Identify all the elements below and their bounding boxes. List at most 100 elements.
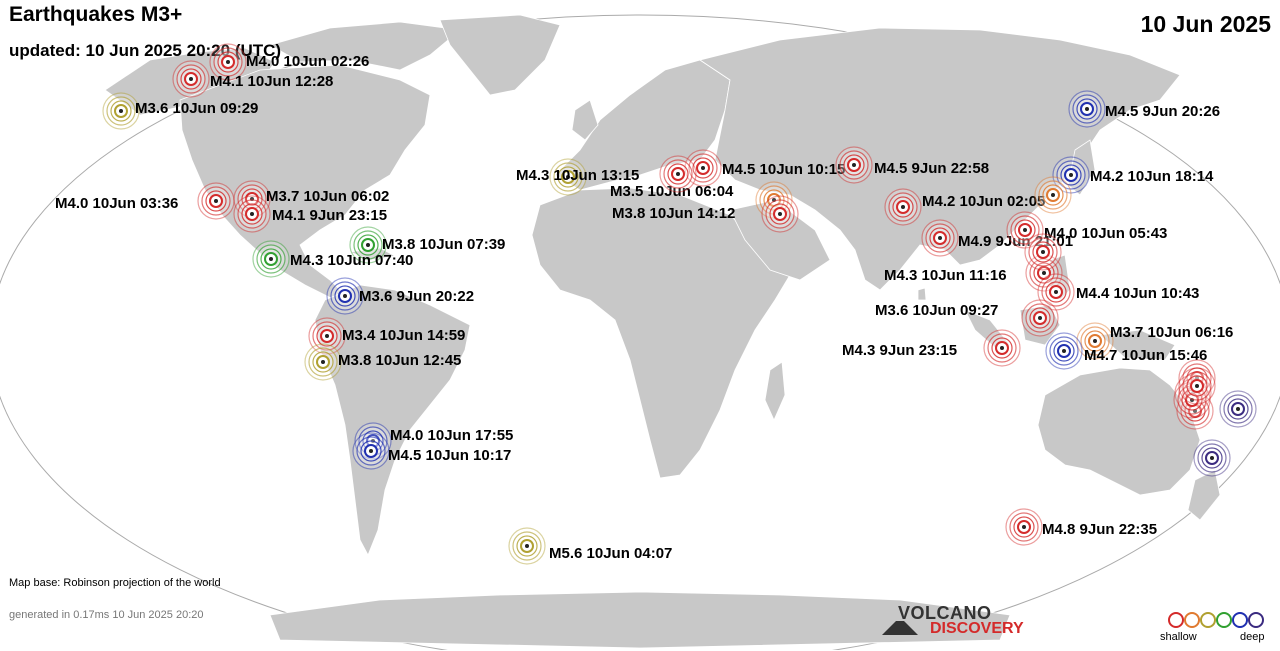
land-greenland (439, 14, 561, 96)
legend-shallow-label: shallow (1160, 631, 1197, 643)
quake-label: M4.3 9Jun 23:15 (842, 342, 958, 359)
land-arabia (729, 199, 831, 281)
quake-marker[interactable] (760, 194, 800, 234)
quake-marker[interactable] (1067, 89, 1107, 129)
legend-ring (1232, 612, 1248, 628)
quake-label: M3.8 10Jun 07:39 (382, 236, 506, 253)
quake-rings-icon (1006, 211, 1044, 249)
quake-rings-icon (508, 527, 546, 565)
quake-rings-icon (1219, 390, 1257, 428)
land-sri-lanka (917, 287, 927, 301)
quake-label: M4.4 10Jun 10:43 (1076, 285, 1200, 302)
quake-marker[interactable] (1020, 298, 1060, 338)
quake-rings-icon (1037, 273, 1075, 311)
quake-rings-icon (684, 149, 722, 187)
quake-marker[interactable] (1005, 210, 1045, 250)
quake-label: M3.4 10Jun 14:59 (342, 327, 466, 344)
quake-rings-icon (1068, 90, 1106, 128)
quake-marker[interactable] (1177, 366, 1217, 406)
land-antarctica (269, 591, 1011, 649)
quake-label: M4.0 10Jun 02:26 (246, 53, 370, 70)
quake-label: M4.0 10Jun 17:55 (390, 427, 514, 444)
quake-marker[interactable] (232, 194, 272, 234)
quake-rings-icon (233, 180, 271, 218)
quake-marker[interactable] (232, 179, 272, 219)
quake-rings-icon (549, 158, 587, 196)
land-madagascar (764, 361, 786, 421)
quake-label: M3.5 10Jun 06:04 (610, 183, 734, 200)
legend-ring (1200, 612, 1216, 628)
legend-ring (1248, 612, 1264, 628)
land-new-guinea (1099, 329, 1176, 361)
quake-marker[interactable] (834, 145, 874, 185)
legend-ring (1184, 612, 1200, 628)
quake-label: M3.7 10Jun 06:16 (1110, 324, 1234, 341)
quake-marker[interactable] (1033, 175, 1073, 215)
legend-deep-label: deep (1240, 631, 1265, 643)
quake-rings-icon (252, 240, 290, 278)
quake-rings-icon (233, 195, 271, 233)
logo-text-bottom: DISCOVERY (930, 620, 1024, 637)
quake-rings-icon (1034, 176, 1072, 214)
quake-label: M4.5 10Jun 10:17 (388, 447, 512, 464)
quake-rings-icon (349, 226, 387, 264)
quake-marker[interactable] (548, 157, 588, 197)
quake-marker[interactable] (325, 276, 365, 316)
quake-marker[interactable] (920, 218, 960, 258)
quake-marker[interactable] (208, 42, 248, 82)
quake-marker[interactable] (1218, 389, 1258, 429)
quake-rings-icon (1193, 439, 1231, 477)
quake-rings-icon (326, 277, 364, 315)
quake-rings-icon (1076, 322, 1114, 360)
quake-marker[interactable] (351, 431, 391, 471)
quake-rings-icon (1005, 508, 1043, 546)
quake-marker[interactable] (507, 526, 547, 566)
quake-rings-icon (209, 43, 247, 81)
quake-marker[interactable] (303, 342, 343, 382)
quake-label: M3.6 10Jun 09:29 (135, 100, 259, 117)
depth-legend-rings (1168, 612, 1264, 628)
land-south-america (314, 284, 471, 556)
quake-marker[interactable] (251, 239, 291, 279)
quake-marker[interactable] (1192, 438, 1232, 478)
quake-marker[interactable] (196, 181, 236, 221)
quake-label: M3.7 10Jun 06:02 (266, 188, 390, 205)
quake-rings-icon (352, 432, 390, 470)
quake-marker[interactable] (348, 225, 388, 265)
quake-marker[interactable] (1004, 507, 1044, 547)
quake-marker[interactable] (171, 59, 211, 99)
quake-marker[interactable] (101, 91, 141, 131)
logo-text-top: VOLCANO (898, 603, 992, 623)
legend-ring (1216, 612, 1232, 628)
quake-label: M4.2 10Jun 18:14 (1090, 168, 1214, 185)
quake-rings-icon (1178, 367, 1216, 405)
quake-rings-icon (102, 92, 140, 130)
quake-label: M4.8 9Jun 22:35 (1042, 521, 1158, 538)
quake-rings-icon (1021, 299, 1059, 337)
quake-label: M4.3 10Jun 11:16 (884, 267, 1007, 284)
land-africa (531, 187, 791, 479)
map-base-note: Map base: Robinson projection of the wor… (9, 577, 221, 589)
quake-rings-icon (1045, 332, 1083, 370)
quake-marker[interactable] (982, 328, 1022, 368)
quake-rings-icon (1024, 233, 1062, 271)
quake-marker[interactable] (683, 148, 723, 188)
quake-marker[interactable] (307, 316, 347, 356)
quake-rings-icon (659, 155, 697, 193)
volcano-discovery-logo[interactable]: VOLCANO DISCOVERY (880, 603, 1040, 639)
quake-rings-icon (172, 60, 210, 98)
quake-label: M4.5 10Jun 10:15 (722, 161, 846, 178)
land-uk (571, 99, 599, 141)
quake-label: M4.1 9Jun 23:15 (272, 207, 388, 224)
quake-label: M4.5 9Jun 22:58 (874, 160, 990, 177)
quake-marker[interactable] (1023, 232, 1063, 272)
quake-rings-icon (197, 182, 235, 220)
quake-marker[interactable] (1036, 272, 1076, 312)
land-asia (699, 27, 1181, 291)
quake-marker[interactable] (658, 154, 698, 194)
quake-marker[interactable] (1044, 331, 1084, 371)
quake-marker[interactable] (1075, 321, 1115, 361)
quake-rings-icon (308, 317, 346, 355)
quake-rings-icon (304, 343, 342, 381)
quake-marker[interactable] (883, 187, 923, 227)
